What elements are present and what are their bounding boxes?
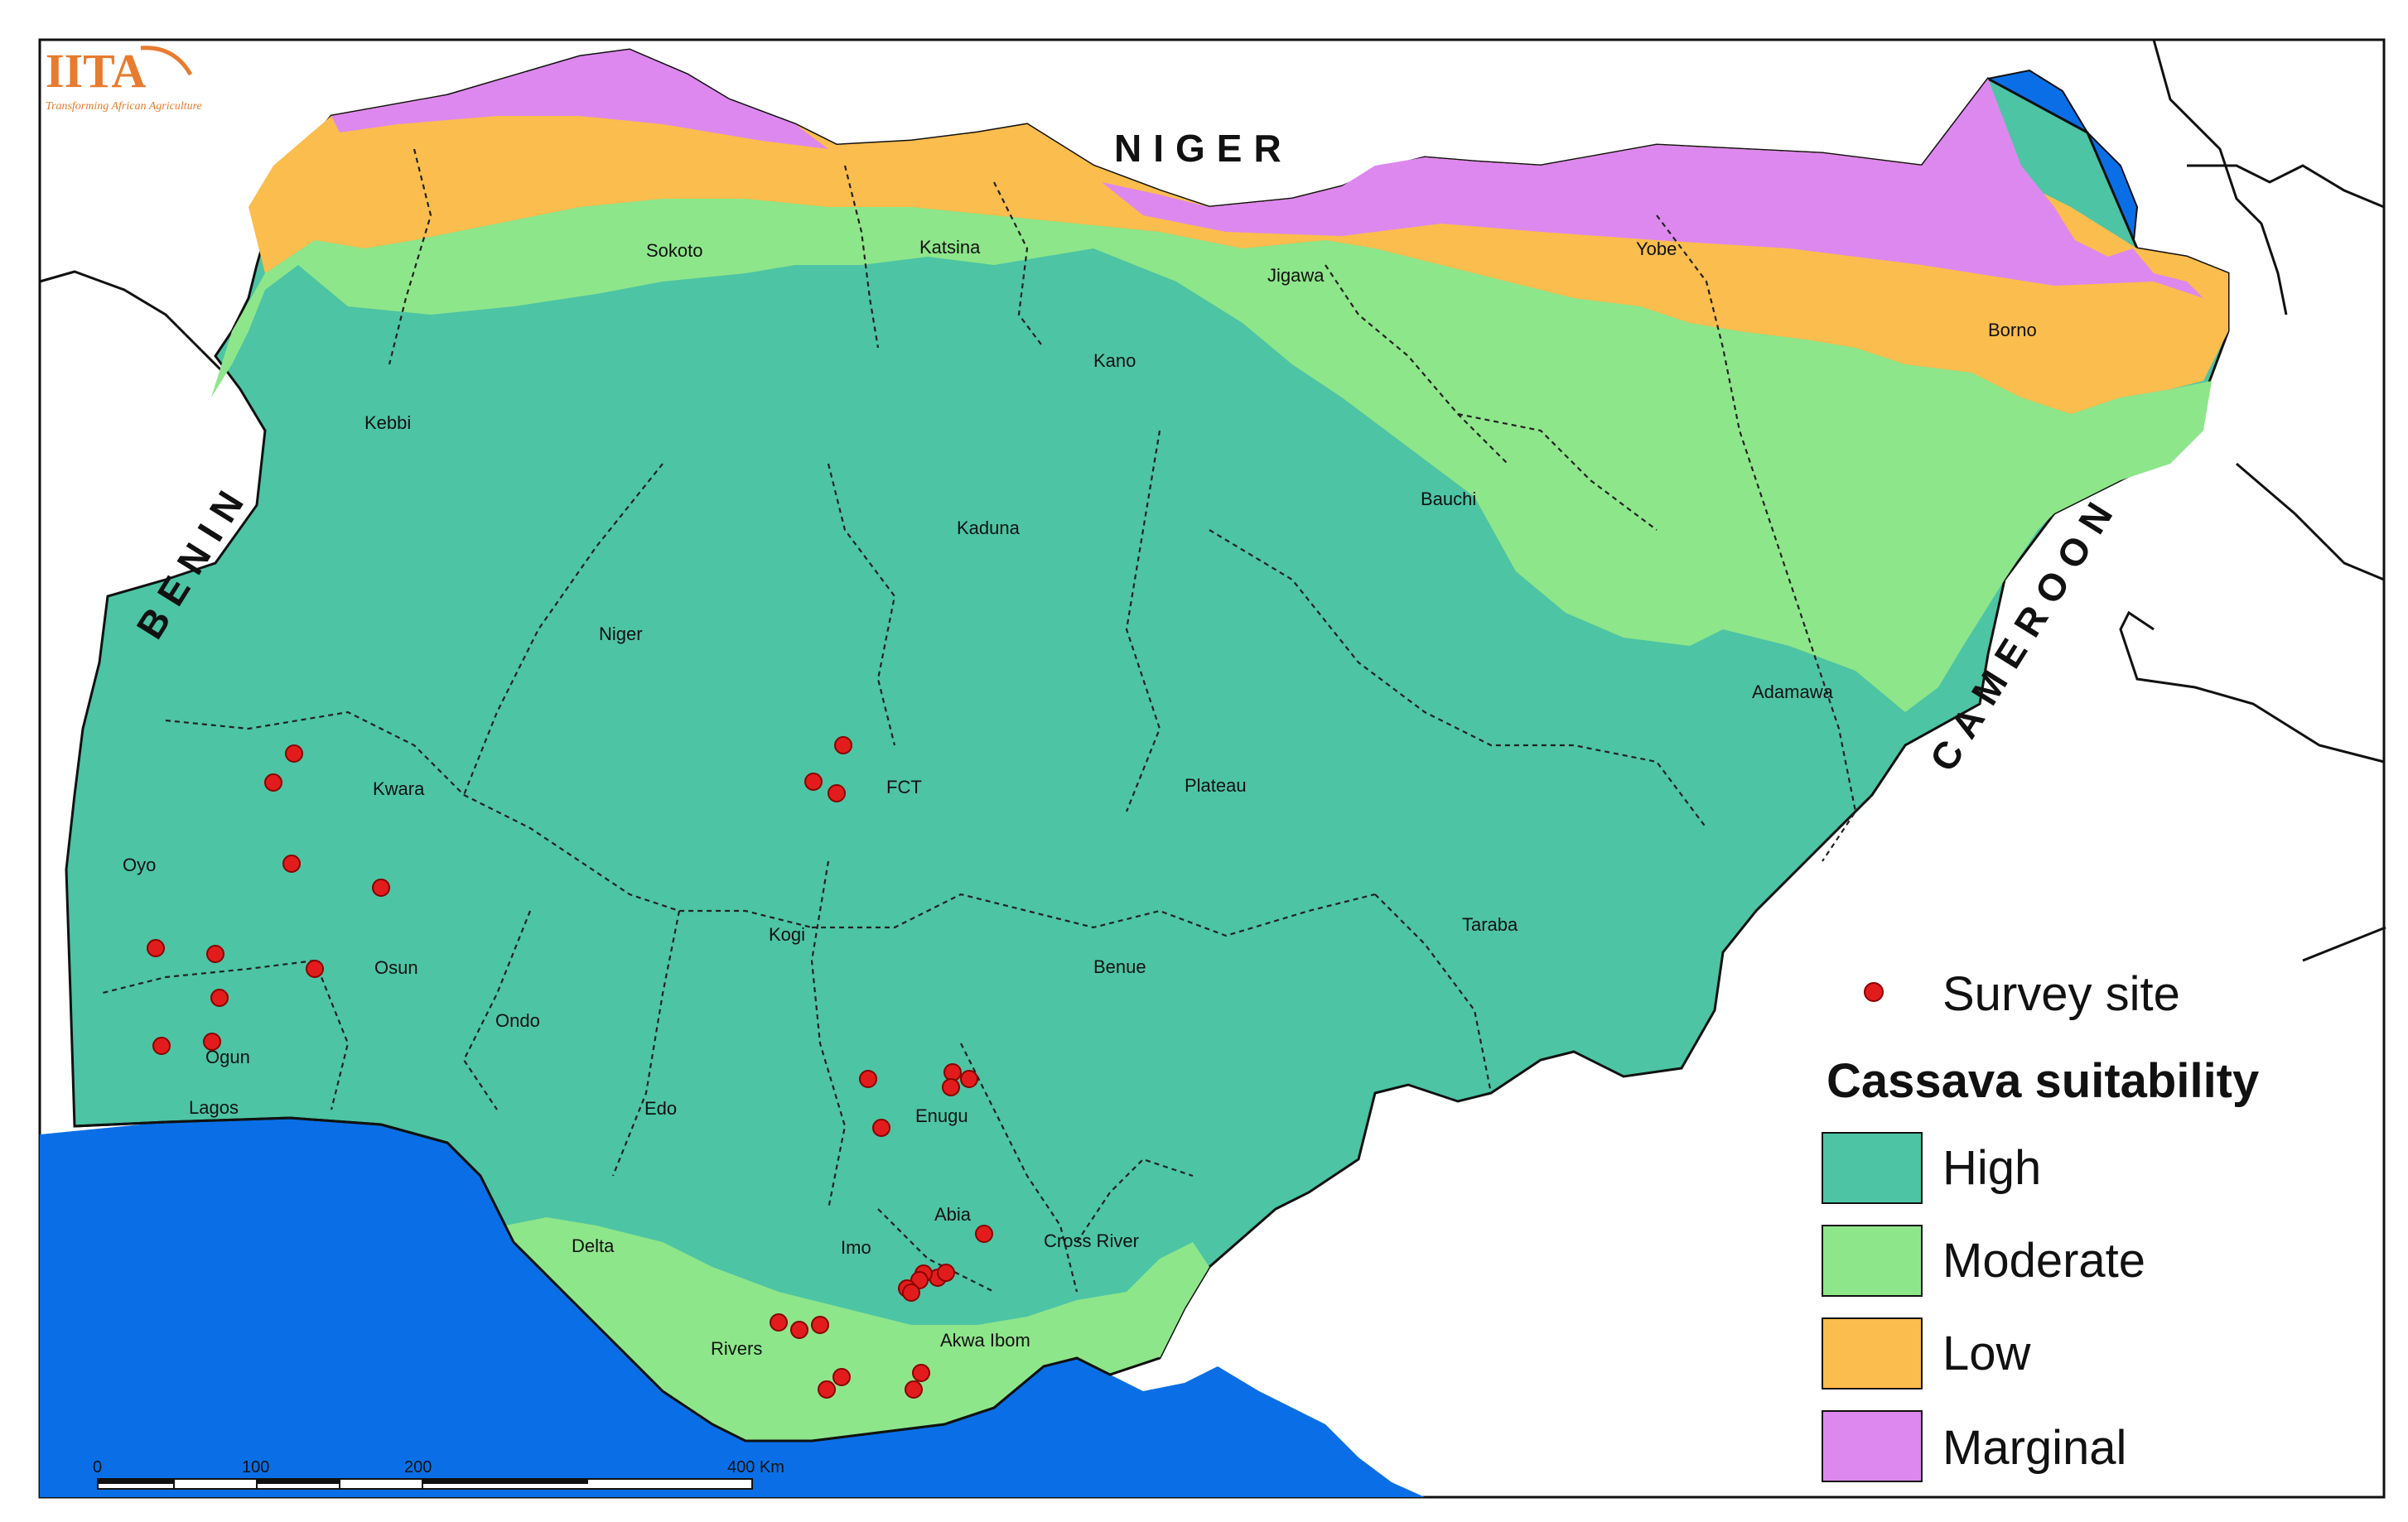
survey-site-marker — [937, 1264, 955, 1282]
chad-border — [2187, 164, 2385, 209]
scale-tick: 100 — [242, 1458, 269, 1476]
survey-site-marker — [912, 1364, 930, 1382]
state-label: Lagos — [189, 1097, 239, 1118]
state-label: Delta — [572, 1235, 615, 1256]
state-label: Bauchi — [1421, 489, 1476, 509]
survey-site-marker — [975, 1225, 993, 1243]
zone-moderate-north — [211, 199, 2212, 712]
state-label: Rivers — [711, 1338, 762, 1359]
survey-site-marker — [264, 773, 282, 792]
scale-tick: 0 — [93, 1458, 102, 1476]
scale-bar: 0 100 200 400 Km — [93, 1458, 784, 1490]
benin-border — [39, 270, 225, 374]
legend-title: Cassava suitability — [1827, 1054, 2259, 1108]
state-boundaries — [99, 148, 1857, 1293]
survey-site-legend-icon — [1864, 982, 1884, 1002]
legend-label-low: Low — [1942, 1327, 2032, 1380]
survey-site-marker — [770, 1313, 788, 1332]
survey-site-marker — [282, 855, 301, 873]
state-label: FCT — [886, 777, 922, 797]
legend: Survey site Cassava suitability High Mod… — [1822, 967, 2259, 1482]
legend-swatch-low — [1822, 1317, 1923, 1390]
country-label-niger: NIGER — [1114, 127, 1293, 170]
niger-border-east — [2152, 39, 2288, 315]
survey-site-marker — [832, 1368, 851, 1386]
zone-marginal-east — [1102, 79, 2203, 298]
state-label: Borno — [1988, 320, 2037, 340]
state-label: Cross River — [1044, 1231, 1139, 1251]
survey-site-marker — [902, 1284, 920, 1302]
legend-swatch-marginal — [1822, 1410, 1923, 1482]
survey-sites — [147, 736, 993, 1399]
state-label: Katsina — [919, 237, 981, 258]
survey-site-marker — [818, 1380, 836, 1399]
state-label: Akwa Ibom — [940, 1330, 1030, 1351]
legend-swatch-moderate — [1822, 1225, 1923, 1297]
state-label: Enugu — [915, 1105, 968, 1126]
survey-site-marker — [960, 1070, 978, 1088]
survey-site-marker — [372, 879, 390, 897]
survey-site-marker — [306, 960, 324, 978]
ocean — [40, 1118, 1425, 1497]
state-label: Osun — [374, 957, 418, 978]
state-label: Taraba — [1462, 914, 1518, 935]
state-label: Imo — [841, 1237, 871, 1258]
state-label: Kano — [1093, 350, 1136, 371]
cameroon-border-south2 — [2302, 926, 2386, 962]
state-label: Jigawa — [1267, 265, 1325, 286]
state-label: Kebbi — [364, 412, 411, 433]
survey-site-marker — [147, 939, 165, 957]
survey-site-marker — [872, 1119, 890, 1137]
logo-text: IITA — [46, 44, 147, 98]
survey-site-marker — [828, 784, 846, 802]
legend-survey-site-label: Survey site — [1942, 967, 2180, 1021]
state-label: Edo — [644, 1098, 677, 1119]
state-label: Sokoto — [646, 240, 703, 261]
state-label: Ondo — [495, 1010, 540, 1031]
survey-site-marker — [804, 773, 823, 791]
zone-moderate-south — [505, 1217, 1209, 1441]
survey-site-marker — [811, 1316, 829, 1334]
survey-site-marker — [203, 1033, 221, 1051]
state-label: Niger — [599, 624, 643, 644]
survey-site-marker — [210, 989, 229, 1007]
state-label: Yobe — [1636, 238, 1677, 259]
survey-site-marker — [859, 1070, 877, 1088]
survey-site-marker — [152, 1037, 171, 1055]
survey-site-marker — [942, 1078, 960, 1096]
scale-tick: 400 Km — [727, 1458, 784, 1476]
survey-site-marker — [790, 1321, 808, 1339]
legend-label-marginal: Marginal — [1942, 1421, 2126, 1475]
survey-site-marker — [910, 1271, 929, 1289]
state-label: Adamawa — [1752, 682, 1834, 702]
state-label: Plateau — [1185, 775, 1247, 796]
state-label: Benue — [1093, 956, 1146, 977]
logo-tagline: Transforming African Agriculture — [46, 100, 202, 113]
state-label: Kogi — [769, 924, 805, 945]
state-label: Oyo — [123, 855, 156, 875]
state-label: Kwara — [373, 778, 425, 799]
survey-site-marker — [905, 1380, 923, 1399]
cameroon-border-east — [2236, 462, 2385, 581]
legend-label-high: High — [1942, 1141, 2041, 1195]
cameroon-border-south — [2119, 610, 2385, 763]
coastline — [74, 1116, 1161, 1443]
zone-marginal-west — [331, 50, 828, 149]
iita-logo: IITA Transforming African Agriculture — [46, 44, 202, 113]
state-label: Abia — [934, 1204, 972, 1225]
state-label: Kaduna — [957, 518, 1021, 538]
survey-site-marker — [285, 744, 303, 763]
survey-site-marker — [206, 945, 224, 963]
logo-swoosh-icon — [140, 46, 193, 76]
legend-swatch-high — [1822, 1132, 1923, 1204]
legend-label-moderate: Moderate — [1942, 1234, 2145, 1288]
scale-tick: 200 — [404, 1458, 432, 1476]
survey-site-marker — [834, 736, 852, 754]
state-labels: Sokoto Katsina Jigawa Yobe Borno Kano Ke… — [123, 237, 2037, 1359]
survey-site-marker — [943, 1063, 962, 1081]
